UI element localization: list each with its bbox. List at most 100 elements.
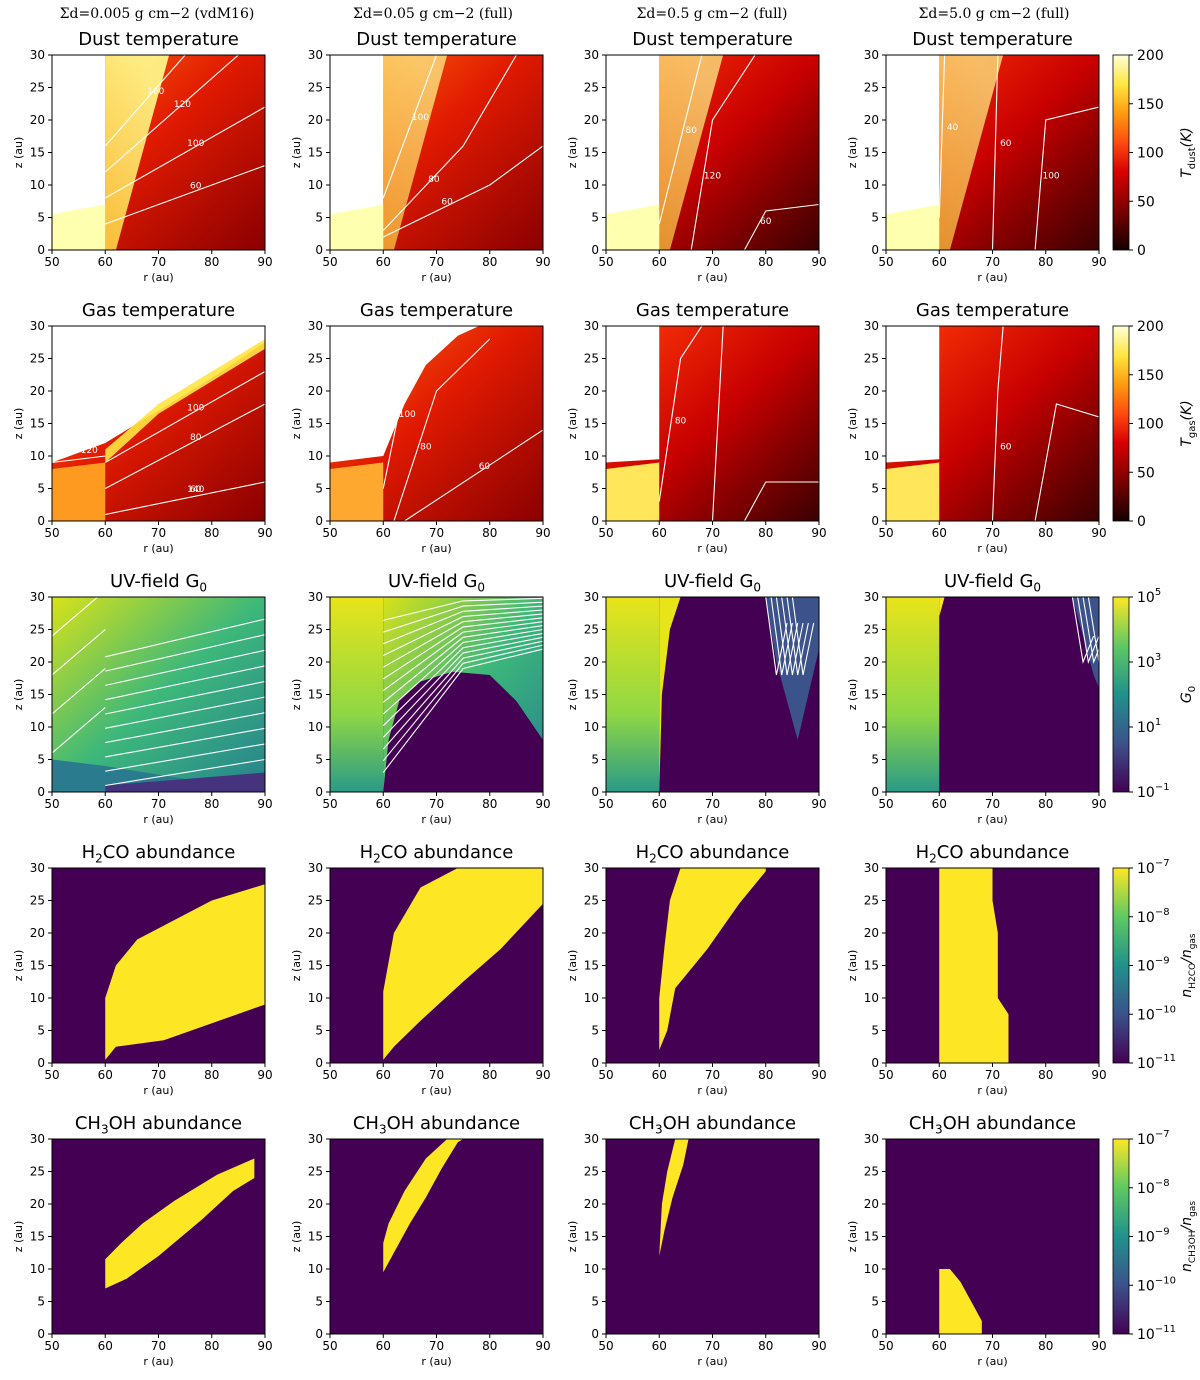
x-tick-label: 50 [44,1339,59,1353]
contour-label: 80 [428,175,440,185]
y-tick-label: 25 [30,1165,45,1179]
x-axis-label: r (au) [977,813,1007,826]
y-axis-label: z (au) [566,408,579,440]
colorbar-tick-label: 0 [1137,514,1146,530]
x-tick-label: 50 [322,526,337,540]
colorbar-tick-label: 101 [1137,717,1161,736]
x-tick-label: 50 [322,1068,337,1082]
x-tick-label: 90 [257,1068,272,1082]
colorbar-tick-label: 150 [1137,368,1164,384]
panel-title: CH3OH abundance [352,1113,521,1137]
y-tick-label: 0 [37,514,45,528]
panel-title: Gas temperature [915,300,1070,321]
colorbar-tick-label: 100 [1137,417,1164,433]
y-tick-label: 15 [584,146,599,160]
y-tick-label: 15 [864,417,879,431]
heatmap-field [886,868,1099,1063]
x-tick-label: 60 [98,526,113,540]
y-axis-label: z (au) [846,408,859,440]
x-tick-label: 90 [1091,255,1106,269]
y-tick-label: 30 [584,590,599,604]
x-tick-label: 90 [535,255,550,269]
h2co_abundance-panel-4: 50 60 70 80 90 0 5 10 15 20 25 30 r (au) z (au) [846,861,1107,1097]
x-axis-label: r (au) [977,542,1007,555]
y-axis-label: z (au) [846,137,859,169]
x-tick-label: 60 [932,255,947,269]
x-tick-label: 90 [1091,1339,1106,1353]
x-tick-label: 60 [98,797,113,811]
x-axis-label: r (au) [143,271,173,284]
x-tick-label: 50 [878,526,893,540]
y-tick-label: 15 [864,1230,879,1244]
y-tick-label: 5 [871,1024,879,1038]
y-tick-label: 25 [584,623,599,637]
x-tick-label: 80 [1038,797,1053,811]
y-tick-label: 25 [308,623,323,637]
colorbar-tick-label: 10−10 [1137,1004,1176,1023]
heatmap-field: 60 80 100 [330,326,543,521]
x-tick-label: 90 [811,526,826,540]
x-axis-label: r (au) [697,813,727,826]
y-tick-label: 10 [584,1262,599,1276]
colorbar-label: G0 [1179,686,1198,703]
y-tick-label: 0 [871,514,879,528]
contour-label: 80 [685,126,697,136]
y-tick-label: 15 [864,959,879,973]
gas_temperature-panel-2: 60 80 100 50 60 70 80 90 0 5 10 15 20 25 30 r (au) z (au… [290,319,551,555]
y-tick-label: 25 [864,894,879,908]
y-tick-label: 0 [37,1327,45,1341]
y-tick-label: 15 [30,417,45,431]
contour-label: 80 [675,417,687,427]
y-tick-label: 5 [871,753,879,767]
x-tick-label: 50 [598,797,613,811]
colorbar-tick-label: 103 [1137,652,1161,671]
x-tick-label: 70 [429,1068,444,1082]
x-tick-label: 80 [204,255,219,269]
ch3oh_abundance-panel-2: 50 60 70 80 90 0 5 10 15 20 25 30 r (au) z (au) [290,1132,551,1368]
y-axis-label: z (au) [566,137,579,169]
x-tick-label: 70 [705,797,720,811]
y-tick-label: 25 [30,623,45,637]
y-tick-label: 0 [37,1056,45,1070]
y-tick-label: 5 [591,1295,599,1309]
y-tick-label: 10 [30,178,45,192]
x-tick-label: 80 [758,526,773,540]
x-tick-label: 90 [811,797,826,811]
y-tick-label: 0 [37,243,45,257]
x-axis-label: r (au) [421,271,451,284]
y-tick-label: 20 [864,1197,879,1211]
y-tick-label: 25 [864,623,879,637]
x-tick-label: 80 [482,255,497,269]
y-tick-label: 10 [308,1262,323,1276]
heatmap-field [330,1139,543,1334]
x-tick-label: 70 [985,1339,1000,1353]
colorbar: 10−7 10−8 10−9 10−10 10−11 nH2CO/ngas [1112,858,1198,1072]
x-tick-label: 80 [1038,526,1053,540]
y-tick-label: 5 [315,753,323,767]
x-tick-label: 70 [985,255,1000,269]
colorbar-label: Tdust(K) [1179,127,1198,178]
colorbar: 0 50 100 150 200 Tdust(K) [1112,48,1198,259]
x-tick-label: 50 [322,1339,337,1353]
panel-title: Dust temperature [78,29,239,50]
x-tick-label: 80 [758,1068,773,1082]
y-tick-label: 20 [308,655,323,669]
contour-label: 120 [81,446,98,456]
x-tick-label: 70 [151,1339,166,1353]
x-tick-label: 50 [878,1068,893,1082]
y-tick-label: 15 [30,688,45,702]
y-axis-label: z (au) [12,408,25,440]
x-tick-label: 70 [705,1068,720,1082]
contour-label: 60 [1000,139,1012,149]
x-axis-label: r (au) [977,1355,1007,1368]
heatmap-field [52,597,265,792]
heatmap-field [606,1139,819,1334]
x-tick-label: 90 [1091,797,1106,811]
y-tick-label: 15 [30,146,45,160]
y-tick-label: 30 [308,861,323,875]
h2co_abundance-panel-1: 50 60 70 80 90 0 5 10 15 20 25 30 r (au) z (au) [12,861,273,1097]
x-tick-label: 90 [535,797,550,811]
contour-label: 160 [147,87,164,97]
x-tick-label: 80 [758,797,773,811]
y-tick-label: 20 [30,655,45,669]
